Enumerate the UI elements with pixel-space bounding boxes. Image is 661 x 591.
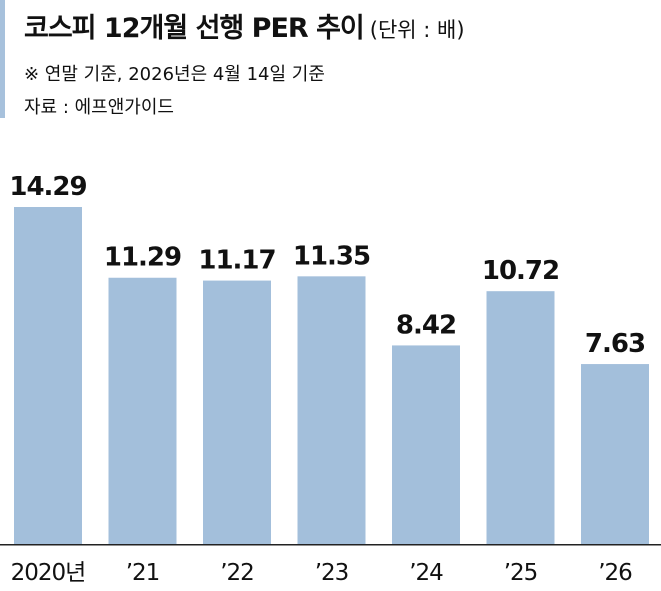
tick-label-5: ’25 bbox=[504, 560, 538, 586]
value-label-3: 11.35 bbox=[293, 241, 370, 271]
value-label-5: 10.72 bbox=[482, 256, 559, 286]
tick-label-0: 2020년 bbox=[11, 560, 86, 586]
tick-label-6: ’26 bbox=[598, 560, 632, 586]
value-label-1: 11.29 bbox=[104, 243, 181, 273]
chart-title: 코스피 12개월 선행 PER 추이 bbox=[24, 13, 365, 44]
tick-label-4: ’24 bbox=[409, 560, 443, 586]
value-label-4: 8.42 bbox=[396, 310, 456, 340]
tick-label-1: ’21 bbox=[126, 560, 160, 586]
bar-2 bbox=[203, 280, 271, 544]
tick-label-3: ’23 bbox=[315, 560, 349, 586]
chart-note: ※ 연말 기준, 2026년은 4월 14일 기준 bbox=[24, 64, 325, 85]
value-label-6: 7.63 bbox=[585, 329, 645, 359]
value-label-2: 11.17 bbox=[198, 246, 275, 276]
title-line: 코스피 12개월 선행 PER 추이 (단위 : 배) bbox=[24, 6, 465, 45]
bar-5 bbox=[486, 291, 555, 544]
bar-0 bbox=[14, 207, 82, 544]
unit-label: (단위 : 배) bbox=[369, 18, 465, 42]
value-label-0: 14.29 bbox=[9, 172, 86, 202]
chart-source: 자료 : 에프앤가이드 bbox=[24, 97, 174, 118]
bar-4 bbox=[392, 345, 460, 544]
bar-1 bbox=[108, 277, 177, 544]
tick-label-2: ’22 bbox=[220, 560, 254, 586]
bar-3 bbox=[297, 276, 366, 544]
bar-6 bbox=[581, 364, 649, 544]
header-accent-bar bbox=[0, 0, 5, 118]
